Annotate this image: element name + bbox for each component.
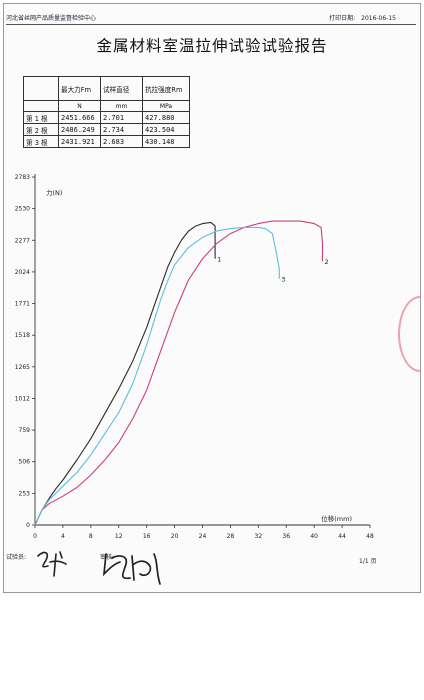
report-sheet: 河北省丝网产品质量监督检验中心 打印日期: 2016-06-15 金属材料室温拉… — [3, 3, 421, 593]
header-max-force: 最大力Fm — [58, 76, 101, 101]
x-tick-label: 48 — [366, 533, 374, 540]
reviewer-signature — [102, 553, 161, 585]
x-tick-label: 28 — [227, 533, 235, 540]
y-tick-label: 759 — [19, 427, 31, 434]
table-row: 第 3 根 2431.921 2.683 430.148 — [23, 135, 190, 148]
x-tick-label: 8 — [89, 533, 93, 540]
strength-value: 430.148 — [142, 135, 190, 148]
results-table: 最大力Fm 试样直径 抗拉强度Rm N mm MPa 第 1 根 2451.66… — [23, 76, 190, 148]
y-axis-label: 力(N) — [46, 188, 62, 197]
series-end-label-2: 2 — [325, 258, 329, 266]
y-tick-label: 0 — [26, 522, 30, 529]
print-date-label: 打印日期: — [329, 15, 356, 22]
x-tick-label: 44 — [338, 533, 346, 540]
x-tick-label: 20 — [171, 533, 179, 540]
header-rule — [6, 24, 416, 25]
series-end-label-3: 3 — [281, 276, 285, 284]
print-date-block: 打印日期: 2016-06-15 — [329, 13, 396, 22]
x-tick-label: 0 — [33, 533, 37, 540]
x-tick-label: 4 — [61, 533, 65, 540]
series-end-label-1: 1 — [217, 256, 221, 264]
x-tick-label: 36 — [282, 533, 290, 540]
series-line-3 — [34, 226, 280, 526]
header-blank-cell — [23, 76, 59, 101]
print-date: 2016-06-15 — [361, 15, 396, 22]
page-number: 1/1 页 — [359, 558, 377, 565]
force-displacement-chart: 0253506759101212651518177120242277253027… — [15, 174, 374, 540]
y-tick-label: 2277 — [15, 237, 30, 244]
y-tick-label: 506 — [19, 459, 31, 466]
series-line-2 — [34, 220, 324, 526]
y-tick-label: 253 — [19, 490, 31, 497]
table-unit-row: N mm MPa — [23, 100, 190, 112]
x-tick-label: 12 — [115, 533, 123, 540]
y-tick-label: 2024 — [15, 269, 30, 276]
x-tick-label: 40 — [310, 533, 318, 540]
issuer-name: 河北省丝网产品质量监督检验中心 — [6, 15, 97, 22]
x-axis-label: 位移(mm) — [321, 514, 352, 523]
report-title: 金属材料室温拉伸试验试验报告 — [96, 37, 328, 55]
x-tick-label: 16 — [143, 533, 151, 540]
y-tick-label: 1771 — [15, 301, 30, 308]
y-tick-label: 1012 — [15, 395, 30, 402]
table-row: 第 1 根 2451.666 2.701 427.880 — [23, 111, 190, 124]
tester-signature — [37, 551, 67, 577]
y-tick-label: 1265 — [15, 364, 30, 371]
y-tick-label: 1518 — [15, 332, 30, 339]
reviewer-label: 审核: — [100, 554, 115, 561]
signatures — [37, 551, 161, 585]
series-line-1 — [34, 221, 216, 526]
tester-label: 试验员: — [6, 554, 27, 561]
y-tick-label: 2783 — [15, 174, 30, 181]
x-tick-label: 24 — [199, 533, 207, 540]
table-row: 第 2 根 2486.249 2.734 423.504 — [23, 123, 190, 136]
y-tick-label: 2530 — [15, 206, 30, 213]
x-tick-label: 32 — [255, 533, 263, 540]
